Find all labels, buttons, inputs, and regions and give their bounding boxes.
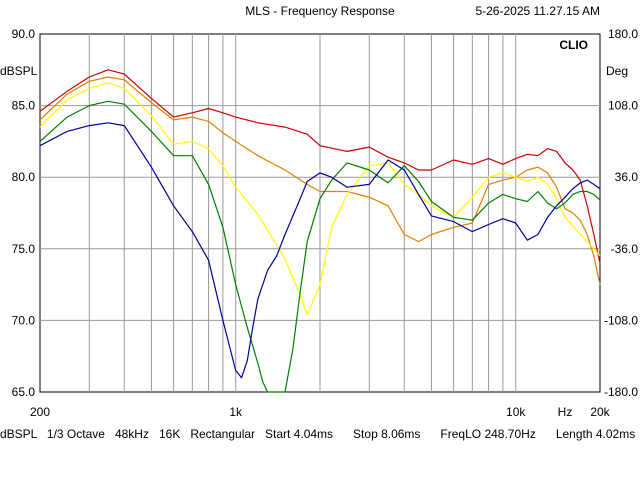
y-axis-label-left: dBSPL xyxy=(0,64,38,78)
chart-title: MLS - Frequency Response xyxy=(245,4,395,18)
y-tick-label-right: -36.0 xyxy=(611,242,639,256)
series-line-2 xyxy=(39,76,601,285)
y-tick-label-right: 180.0 xyxy=(608,27,638,41)
y-tick-label-right: -108.0 xyxy=(604,313,638,327)
series-line-4 xyxy=(39,100,601,393)
y-tick-label-right: 108.0 xyxy=(608,99,638,113)
y-tick-label-left: 90.0 xyxy=(12,27,36,41)
x-tick-label: Hz xyxy=(558,405,573,419)
y-tick-label-left: 85.0 xyxy=(12,99,36,113)
chart-timestamp: 5-26-2025 11.27.15 AM xyxy=(475,4,600,18)
x-tick-label: 20k xyxy=(590,405,610,419)
series-line-3 xyxy=(39,82,601,316)
y-tick-label-left: 65.0 xyxy=(12,385,36,399)
plot-grid xyxy=(39,33,601,393)
y-tick-label-left: 80.0 xyxy=(12,170,36,184)
clio-brand-label: CLIO xyxy=(559,38,588,52)
x-tick-label: 200 xyxy=(30,405,50,419)
y-tick-label-left: 75.0 xyxy=(12,242,36,256)
series-line-5 xyxy=(39,122,601,379)
x-tick-label: 10k xyxy=(506,405,526,419)
x-tick-label: 1k xyxy=(229,405,243,419)
y-tick-label-right: 36.0 xyxy=(615,170,639,184)
series-lines xyxy=(39,69,601,393)
series-line-1 xyxy=(39,69,601,264)
footer-info: dBSPL 1/3 Octave 48kHz 16K Rectangular S… xyxy=(0,427,635,441)
y-tick-label-left: 70.0 xyxy=(12,313,36,327)
y-tick-label-right: -180.0 xyxy=(604,385,638,399)
y-axis-label-right: Deg xyxy=(606,64,628,78)
axis-tick-labels: 65.0 70.0 75.0 80.0 85.0 90.0 -180.0 -108.0 -36.… xyxy=(12,27,639,419)
